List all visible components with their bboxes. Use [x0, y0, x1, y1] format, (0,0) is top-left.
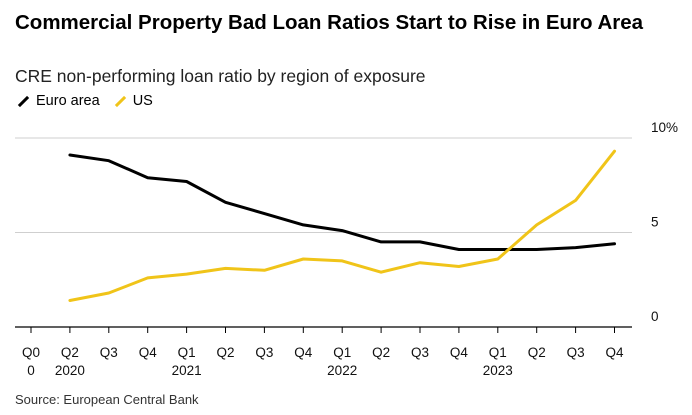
x-tick-year-label: 2021 [172, 363, 202, 378]
x-tick-label: Q1 [333, 345, 351, 360]
x-tick-year-label: 2023 [483, 363, 513, 378]
legend: Euro area US [15, 93, 165, 109]
y-tick-label: 0 [651, 309, 659, 324]
x-tick-label: Q1 [489, 345, 507, 360]
legend-label-us: US [132, 93, 153, 109]
source-note: Source: European Central Bank [15, 392, 199, 407]
series-line-us [68, 149, 616, 302]
x-tick-label: Q4 [605, 345, 624, 360]
x-tick-label: Q0 [22, 345, 40, 360]
x-tick-year-label: 2022 [327, 363, 357, 378]
x-tick-label: Q3 [411, 345, 429, 360]
x-tick-label: Q3 [255, 345, 273, 360]
x-tick-label: Q3 [567, 345, 585, 360]
x-tick-label: Q3 [100, 345, 118, 360]
chart-subtitle: CRE non-performing loan ratio by region … [15, 66, 426, 86]
x-tick-label: Q4 [139, 345, 158, 360]
x-tick-year-label: 0 [27, 363, 35, 378]
x-tick-label: Q2 [372, 345, 390, 360]
x-tick-label: Q4 [450, 345, 469, 360]
line-chart: 0 5 10% Q0 0 Q2 2020 Q3 Q4 Q1 2021 Q2 Q3 Q4 Q1 2022 Q2 Q3… [15, 120, 678, 378]
x-tick-label: Q2 [61, 345, 79, 360]
legend-label-euro-area: Euro area [36, 93, 100, 109]
legend-item-us: US [112, 93, 153, 109]
x-tick-label: Q1 [178, 345, 196, 360]
legend-item-euro-area: Euro area [15, 93, 100, 109]
x-tick-label: Q2 [528, 345, 546, 360]
y-tick-label: 5 [651, 215, 659, 230]
chart-title: Commercial Property Bad Loan Ratios Star… [15, 11, 644, 34]
x-tick-label: Q4 [294, 345, 313, 360]
x-tick-label: Q2 [216, 345, 234, 360]
x-tick-year-label: 2020 [55, 363, 85, 378]
series-line-euro-area [68, 153, 616, 251]
y-tick-label: 10% [651, 120, 678, 135]
